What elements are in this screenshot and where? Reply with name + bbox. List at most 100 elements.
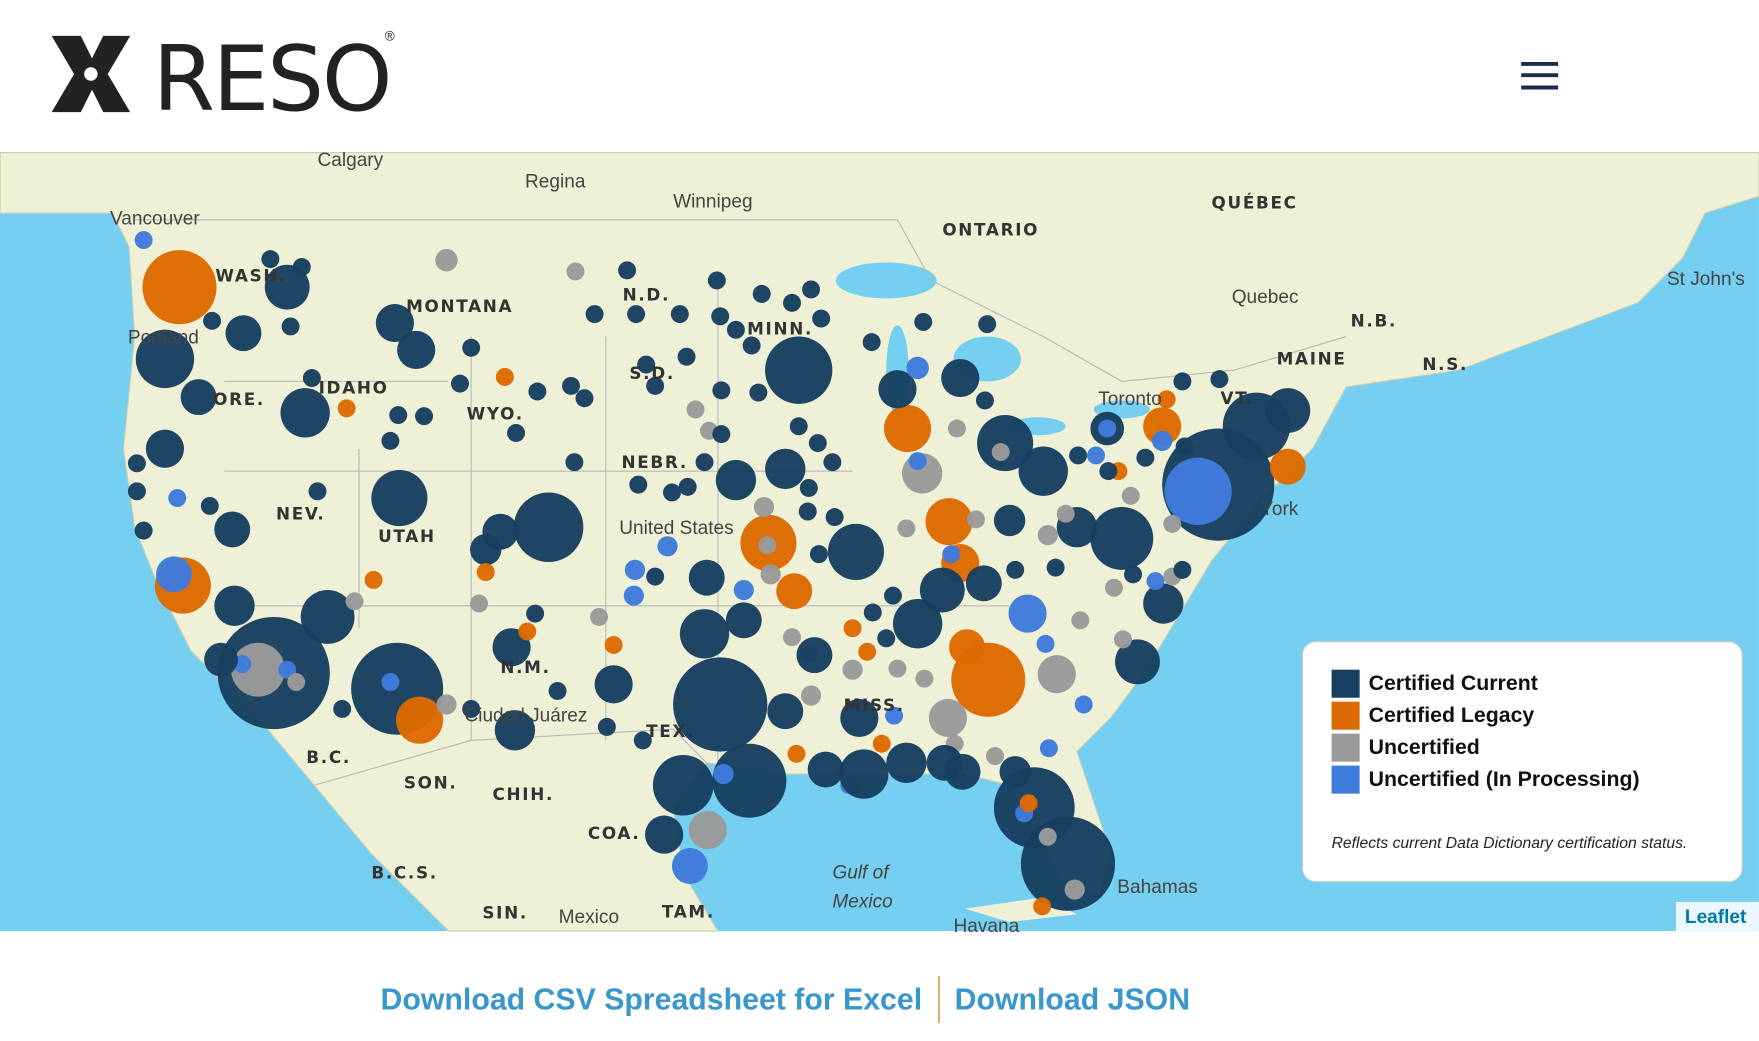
marker[interactable] [1039,739,1058,758]
marker[interactable] [925,498,973,546]
marker[interactable] [914,312,933,331]
marker[interactable] [673,657,768,752]
marker[interactable] [765,448,806,490]
marker[interactable] [707,271,726,290]
marker[interactable] [862,333,881,352]
marker[interactable] [686,400,705,419]
marker[interactable] [688,559,725,596]
marker[interactable] [949,629,985,666]
marker[interactable] [1163,514,1182,533]
marker[interactable] [1090,507,1154,570]
marker[interactable] [670,305,689,324]
marker[interactable] [749,383,768,402]
marker[interactable] [618,261,637,280]
marker[interactable] [513,492,584,563]
marker[interactable] [1037,524,1058,546]
marker[interactable] [590,607,609,626]
marker[interactable] [333,699,352,718]
marker[interactable] [450,374,469,393]
marker[interactable] [753,496,775,518]
menu-button[interactable] [1521,61,1559,90]
marker[interactable] [839,749,889,799]
marker[interactable] [637,355,656,374]
marker[interactable] [712,743,787,818]
marker[interactable] [712,425,731,444]
marker[interactable] [371,470,428,527]
marker[interactable] [548,682,567,700]
marker[interactable] [214,511,251,548]
marker[interactable] [624,559,646,580]
marker[interactable] [966,510,985,529]
marker[interactable] [671,848,708,884]
marker[interactable] [888,659,907,678]
marker[interactable] [752,284,771,303]
marker[interactable] [633,731,652,750]
map[interactable]: Calgary Regina Vancouver Winnipeg ONTARIO QUÉ… [0,150,1759,937]
marker[interactable] [470,594,489,613]
marker[interactable] [396,696,444,744]
marker[interactable] [629,475,648,494]
marker[interactable] [986,747,1005,766]
marker[interactable] [897,519,916,538]
marker[interactable] [1008,594,1047,633]
marker[interactable] [941,358,980,398]
marker[interactable] [807,751,844,788]
marker[interactable] [300,590,355,644]
marker[interactable] [168,489,187,508]
marker[interactable] [915,669,934,688]
marker[interactable] [1113,630,1132,649]
marker[interactable] [1069,446,1088,465]
marker[interactable] [292,258,311,276]
marker[interactable] [1046,558,1065,577]
marker[interactable] [783,628,801,647]
marker[interactable] [1104,578,1123,597]
marker[interactable] [688,811,727,850]
marker[interactable] [1033,897,1052,916]
marker[interactable] [808,434,827,453]
marker[interactable] [495,367,514,386]
marker[interactable] [518,622,537,641]
marker[interactable] [1173,560,1192,579]
marker[interactable] [679,609,730,659]
marker[interactable] [1157,390,1176,409]
marker[interactable] [787,744,806,763]
marker[interactable] [1146,572,1165,591]
marker[interactable] [1143,583,1184,624]
marker[interactable] [261,250,280,269]
marker[interactable] [127,482,146,501]
marker[interactable] [528,382,547,401]
marker[interactable] [726,320,745,339]
marker[interactable] [180,379,217,416]
marker[interactable] [1006,560,1025,579]
marker[interactable] [796,637,833,674]
marker[interactable] [802,280,821,299]
marker[interactable] [1056,504,1075,523]
marker[interactable] [825,508,844,527]
marker[interactable] [742,336,761,355]
marker[interactable] [662,483,681,502]
marker[interactable] [942,545,961,564]
marker[interactable] [1037,655,1076,694]
marker[interactable] [566,262,585,281]
marker[interactable] [858,642,877,661]
marker[interactable] [627,305,646,324]
marker[interactable] [280,388,330,438]
marker[interactable] [725,602,762,639]
marker[interactable] [872,734,891,753]
marker[interactable] [1115,639,1160,685]
marker[interactable] [1038,827,1057,846]
marker[interactable] [233,655,252,674]
marker[interactable] [308,482,327,501]
marker[interactable] [1164,457,1232,525]
marker[interactable] [677,347,696,366]
marker[interactable] [155,556,192,593]
download-json-link[interactable]: Download JSON [955,984,1190,1017]
marker[interactable] [883,586,902,605]
marker[interactable] [135,329,195,389]
marker[interactable] [944,753,981,790]
marker[interactable] [225,315,262,352]
marker[interactable] [877,629,896,648]
marker[interactable] [204,642,238,677]
marker[interactable] [462,338,481,357]
marker[interactable] [594,665,633,704]
